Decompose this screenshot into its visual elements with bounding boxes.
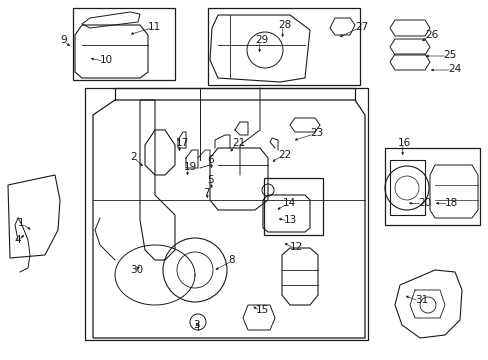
Text: 22: 22 <box>278 150 291 160</box>
Text: 14: 14 <box>283 198 296 208</box>
Text: 9: 9 <box>60 35 66 45</box>
Text: 24: 24 <box>447 64 460 74</box>
Bar <box>85 88 367 340</box>
Text: 25: 25 <box>442 50 455 60</box>
Text: 13: 13 <box>284 215 297 225</box>
Text: 5: 5 <box>206 175 213 185</box>
Text: 31: 31 <box>414 295 427 305</box>
Bar <box>73 8 175 80</box>
Text: 2: 2 <box>130 152 136 162</box>
Text: 4: 4 <box>14 235 20 245</box>
Text: 23: 23 <box>309 128 323 138</box>
Text: 16: 16 <box>397 138 410 148</box>
Text: 3: 3 <box>193 320 199 330</box>
Text: 8: 8 <box>227 255 234 265</box>
Text: 29: 29 <box>254 35 268 45</box>
Bar <box>384 148 479 225</box>
Text: 18: 18 <box>444 198 457 208</box>
Text: 28: 28 <box>278 20 291 30</box>
Bar <box>264 178 323 235</box>
Text: 21: 21 <box>231 138 245 148</box>
Text: 20: 20 <box>417 198 430 208</box>
Text: 26: 26 <box>424 30 437 40</box>
Text: 10: 10 <box>100 55 113 65</box>
Text: 7: 7 <box>203 188 209 198</box>
Text: 6: 6 <box>206 155 213 165</box>
Bar <box>207 8 359 85</box>
Text: 30: 30 <box>130 265 143 275</box>
Text: 15: 15 <box>256 305 269 315</box>
Text: 12: 12 <box>289 242 303 252</box>
Text: 1: 1 <box>18 218 24 228</box>
Text: 11: 11 <box>148 22 161 32</box>
Text: 27: 27 <box>354 22 367 32</box>
Text: 17: 17 <box>176 138 189 148</box>
Text: 19: 19 <box>183 162 197 172</box>
